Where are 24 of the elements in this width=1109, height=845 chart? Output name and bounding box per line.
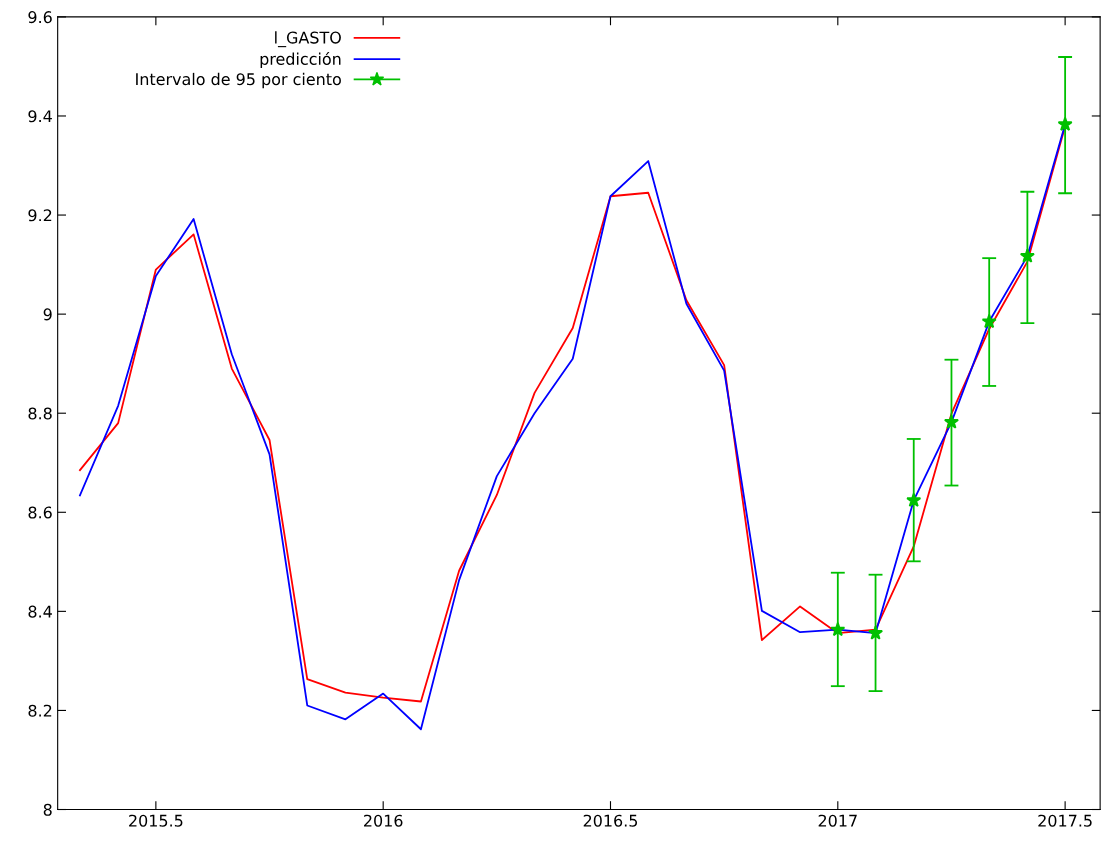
point xyxy=(868,625,884,640)
y-tick-label: 8 xyxy=(43,803,52,816)
legend-label: predicción xyxy=(260,51,341,69)
y-tick-label: 8.4 xyxy=(28,605,52,618)
x-tick-label: 2017 xyxy=(818,814,857,827)
legend-label: l_GASTO xyxy=(275,31,341,48)
y-tick-label: 9 xyxy=(43,308,52,321)
y-tick-label: 8.8 xyxy=(28,407,52,420)
y-tick-label: 9.6 xyxy=(28,11,52,24)
point xyxy=(1057,116,1073,131)
y-tick-label: 9.2 xyxy=(28,209,52,222)
y-tick-label: 9.4 xyxy=(28,110,52,123)
point xyxy=(1019,248,1035,263)
x-tick-label: 2015.5 xyxy=(129,814,183,827)
point xyxy=(943,414,959,429)
x-tick-label: 2017.5 xyxy=(1038,814,1092,827)
point xyxy=(981,313,997,329)
x-tick-label: 2016 xyxy=(364,814,403,827)
point xyxy=(830,621,846,637)
y-tick-label: 8.6 xyxy=(28,506,52,519)
y-tick-label: 8.2 xyxy=(28,704,52,717)
legend-label: Intervalo de 95 por ciento xyxy=(136,72,341,89)
point xyxy=(906,492,922,507)
x-tick-label: 2016.5 xyxy=(583,814,638,827)
